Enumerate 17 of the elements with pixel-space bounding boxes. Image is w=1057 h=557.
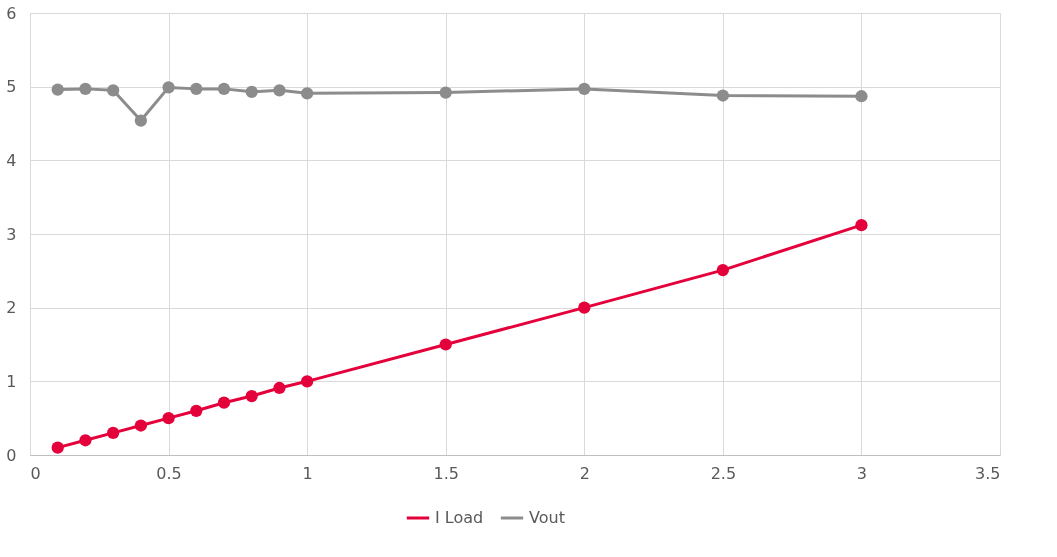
x-tick-label: 0.5: [156, 463, 182, 483]
x-tick-label: 2.5: [710, 463, 737, 483]
y-tick-label: 5: [6, 77, 17, 97]
x-tick-label: 3: [856, 463, 868, 483]
legend-label: I Load: [435, 508, 484, 527]
x-tick-label: 2: [579, 463, 590, 483]
y-tick-label: 1: [6, 371, 17, 391]
y-tick-label: 2: [6, 298, 17, 318]
y-tick-label: 4: [6, 150, 17, 170]
x-tick-label: 1: [302, 463, 313, 483]
y-tick-label: 0: [6, 445, 17, 465]
x-tick-label: 1.5: [433, 463, 459, 483]
y-tick-label: 3: [6, 224, 17, 244]
legend-label: Vout: [529, 508, 565, 527]
x-tick-label: 0: [30, 463, 41, 483]
x-tick-label: 3.5: [975, 463, 1001, 483]
y-tick-label: 6: [6, 3, 17, 23]
